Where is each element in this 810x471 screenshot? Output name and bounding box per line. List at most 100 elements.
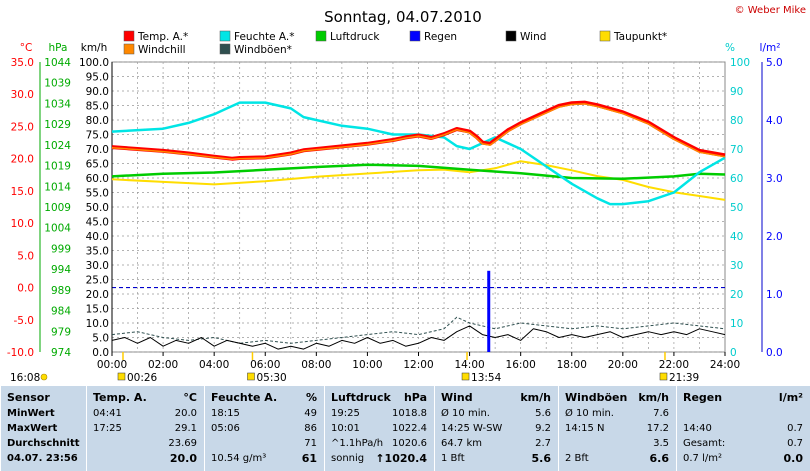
wind-tick-label: 65.0 — [86, 159, 109, 171]
cell-label: 64.7 km — [441, 438, 482, 449]
temp-tick-label: 25.0 — [11, 121, 34, 133]
x-tick-label: 22:00 — [659, 359, 689, 371]
humidity-tick-label: 60 — [730, 173, 743, 185]
pressure-tick-label: 1044 — [44, 57, 71, 69]
cell-value: 29.1 — [174, 423, 197, 434]
table-column: Feuchte A.% 18:15 49 05:06 86 71 10.54 g/m³ 61 — [204, 386, 325, 471]
legend-swatch — [123, 30, 135, 42]
x-tick-label: 06:00 — [250, 359, 280, 371]
pressure-tick-label: 1024 — [44, 140, 71, 152]
wind-tick-label: 85.0 — [86, 101, 109, 113]
cell-value: 49 — [304, 408, 317, 419]
table-column: Windböen km/h Ø 10 min. 7.6 14:15 N 17.2 3.5 2 … — [558, 386, 677, 471]
column-unit: °C — [183, 391, 197, 404]
cell-value: 23.69 — [168, 438, 197, 449]
legend-swatch — [409, 30, 421, 42]
summary-table: Sensor MinWert MaxWert Durchschnitt 04.07. 2… — [0, 386, 810, 471]
x-tick-label: 04:00 — [199, 359, 229, 371]
legend-swatch — [219, 30, 231, 42]
wind-tick-label: 25.0 — [86, 275, 109, 287]
legend-label: Feuchte A.* — [234, 31, 295, 43]
cell-label: ^1.1hPa/h — [331, 438, 384, 449]
cell-label: 17:25 — [93, 423, 122, 434]
pressure-tick-label: 1014 — [44, 181, 71, 193]
wind-tick-label: 80.0 — [86, 115, 109, 127]
legend-swatch — [505, 30, 517, 42]
wind_kmh-unit-label: km/h — [81, 42, 108, 54]
column-title: Luftdruck — [331, 391, 391, 404]
wind-tick-label: 75.0 — [86, 130, 109, 142]
table-column: Temp. A. °C 04:41 20.0 17:25 29.1 23.69 20.0 — [86, 386, 205, 471]
legend-label: Windböen* — [234, 44, 292, 56]
cell-value: 2.7 — [535, 438, 551, 449]
cell-value: 0.7 — [787, 423, 803, 434]
wind-tick-label: 60.0 — [86, 173, 109, 185]
column-unit: % — [305, 391, 317, 404]
cell-value: 86 — [304, 423, 317, 434]
wind-tick-label: 30.0 — [86, 260, 109, 272]
x-tick-label: 14:00 — [454, 359, 484, 371]
cell-label: Ø 10 min. — [565, 408, 614, 419]
event-time-label: 16:08 — [10, 372, 40, 384]
cell-value: 5.6 — [535, 408, 551, 419]
legend-swatch — [219, 43, 231, 55]
humidity-tick-label: 30 — [730, 260, 743, 272]
cell-value: 1018.8 — [392, 408, 427, 419]
series-line-wind — [111, 325, 726, 350]
cell-label: 0.7 l/m² — [683, 453, 722, 464]
cell-value: 5.6 — [531, 452, 552, 465]
humidity-tick-label: 40 — [730, 231, 743, 243]
cell-value: 17.2 — [646, 423, 669, 434]
chart-grid — [111, 61, 726, 353]
wind-tick-label: 15.0 — [86, 304, 109, 316]
series-line-taupunkt — [111, 160, 726, 201]
humidity-tick-label: 90 — [730, 86, 743, 98]
temp-tick-label: -5.0 — [14, 315, 35, 327]
temp-tick-label: -10.0 — [7, 347, 34, 359]
series-line-windb-en — [111, 316, 726, 344]
x-tick-label: 12:00 — [403, 359, 433, 371]
column-unit: hPa — [403, 391, 427, 404]
sun-icon — [40, 373, 48, 381]
pressure-tick-label: 1034 — [44, 98, 71, 110]
chart-legend: Temp. A.* Feuchte A.* Luftdruck Regen Wind Ta… — [123, 30, 667, 56]
cell-label: 14:40 — [683, 423, 712, 434]
wind-tick-label: 100.0 — [79, 57, 109, 69]
column-title: Wind — [441, 391, 473, 404]
rain-tick-label: 0.0 — [766, 347, 783, 359]
wind-tick-label: 70.0 — [86, 144, 109, 156]
temp-tick-label: 35.0 — [11, 57, 34, 69]
rain_l_m2-unit-label: l/m² — [760, 42, 781, 54]
rain-tick-label: 1.0 — [766, 289, 783, 301]
cell-value: ↑1020.4 — [375, 452, 427, 465]
event-icon — [117, 372, 126, 381]
pressure-tick-label: 979 — [51, 326, 71, 338]
pressure_hpa-unit-label: hPa — [49, 42, 68, 54]
legend-label: Wind — [520, 31, 546, 43]
credit-label: © Weber Mike — [735, 5, 806, 16]
temp-tick-label: 20.0 — [11, 154, 34, 166]
wind-tick-label: 10.0 — [86, 318, 109, 330]
column-title: Temp. A. — [93, 391, 147, 404]
cell-value: 0.7 — [787, 438, 803, 449]
humidity-tick-label: 10 — [730, 318, 743, 330]
wind-tick-label: 0.0 — [92, 347, 109, 359]
temp_c-unit-label: °C — [20, 42, 33, 54]
x-tick-label: 02:00 — [148, 359, 178, 371]
cell-label: 10:01 — [331, 423, 360, 434]
series-line-feuchte-a — [111, 101, 726, 206]
cell-value: 9.2 — [535, 423, 551, 434]
rain-bar — [487, 270, 491, 352]
wind-tick-label: 45.0 — [86, 217, 109, 229]
cell-label: 04:41 — [93, 408, 122, 419]
humidity-tick-label: 100 — [730, 57, 750, 69]
weather-chart: 35.030.025.020.015.010.05.00.0-5.0-10.01… — [6, 5, 806, 384]
wind-tick-label: 50.0 — [86, 202, 109, 214]
legend-swatch — [599, 30, 611, 42]
pressure-tick-label: 974 — [51, 347, 71, 359]
pressure-tick-label: 999 — [51, 243, 71, 255]
cell-value: 20.0 — [174, 408, 197, 419]
cell-value: 6.6 — [649, 452, 670, 465]
humidity-tick-label: 50 — [730, 202, 743, 214]
cell-value: 0.0 — [783, 452, 804, 465]
